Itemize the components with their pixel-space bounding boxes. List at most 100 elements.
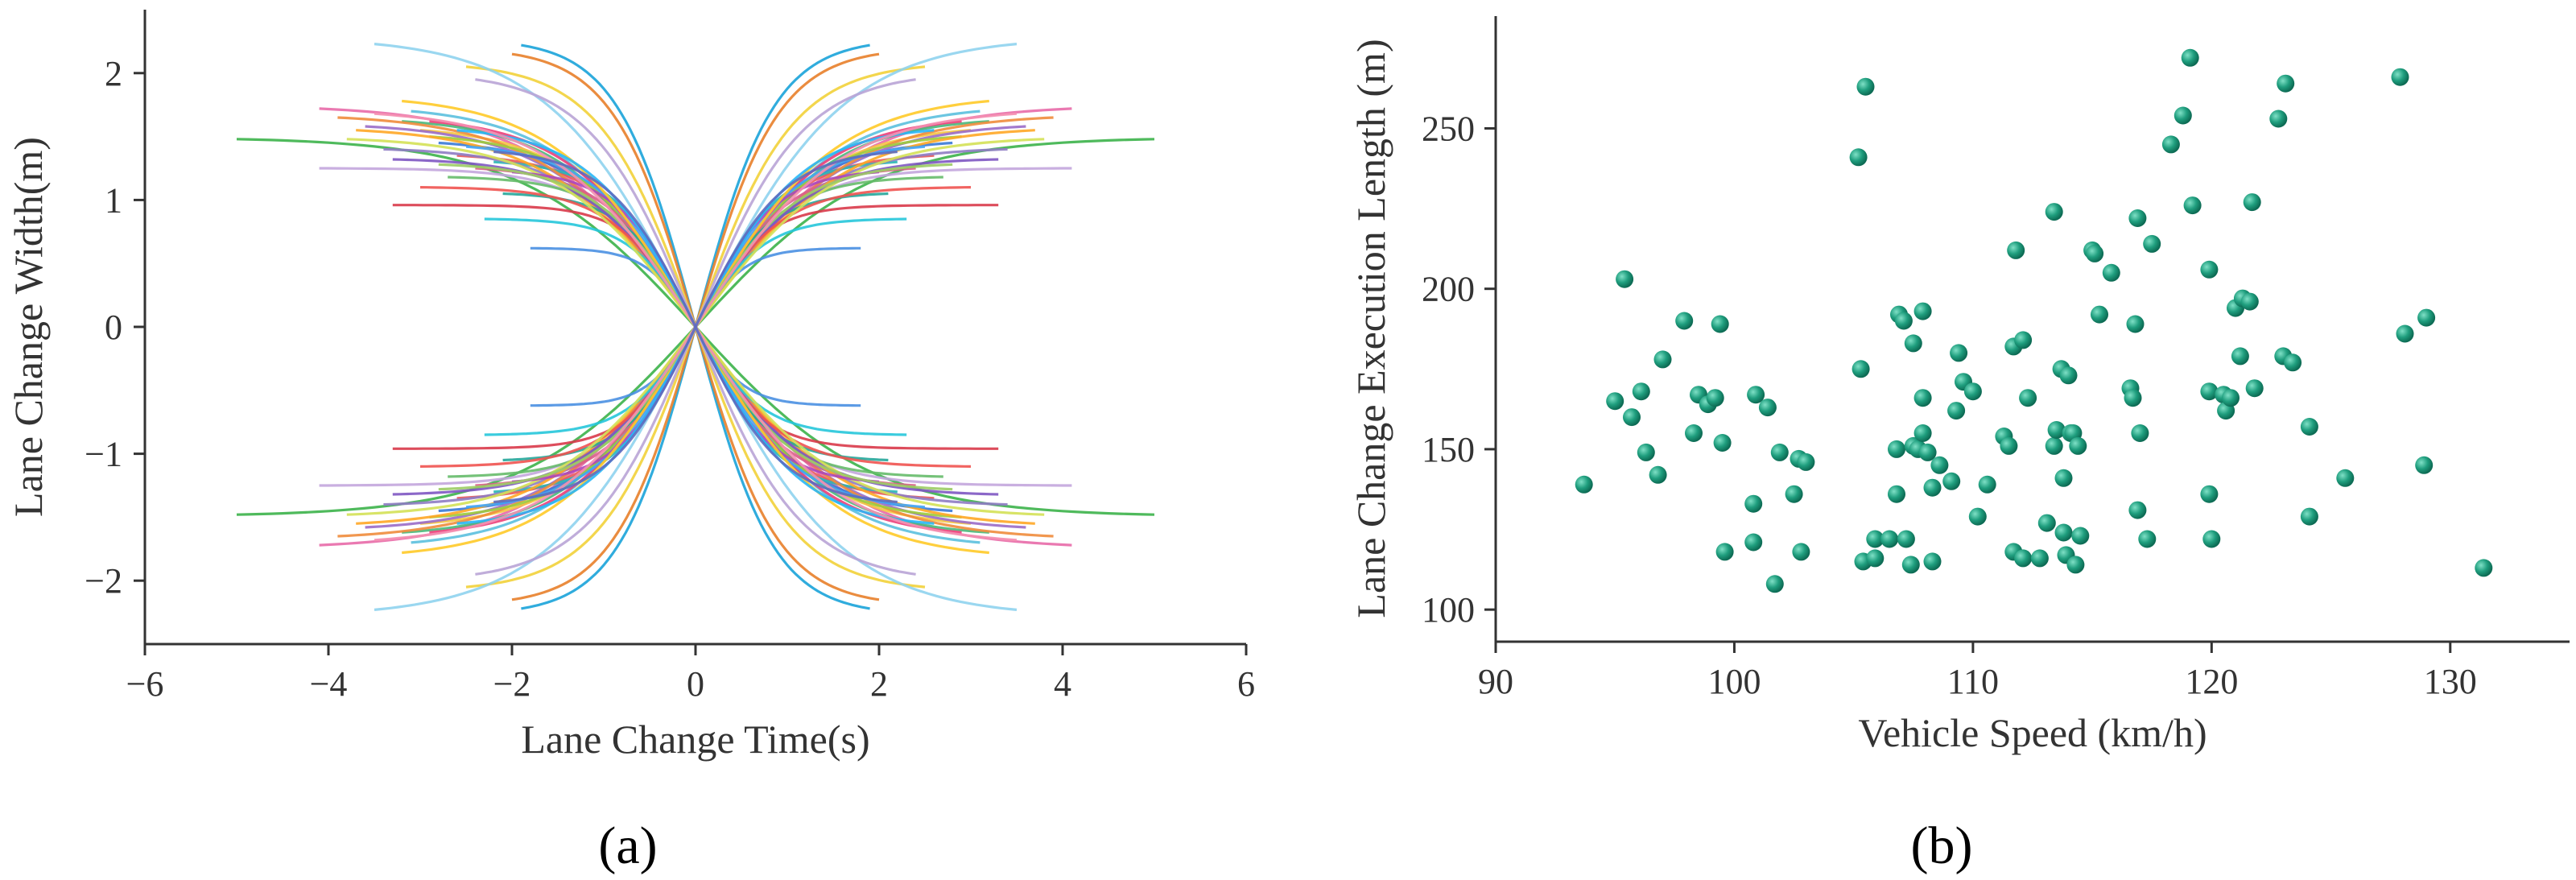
a-x-tick-label: −6 [126, 664, 164, 704]
scatter-point [1866, 549, 1885, 568]
scatter-point [2475, 559, 2493, 577]
scatter-point [2128, 209, 2147, 227]
scatter-point [2086, 244, 2104, 262]
scatter-point [1744, 494, 1763, 513]
scatter-point [2054, 469, 2073, 487]
b-x-ticks: 90 100 110 120 130 [1478, 642, 2477, 701]
scatter-point [2143, 234, 2161, 253]
scatter-point [2200, 260, 2219, 279]
scatter-point [1711, 315, 1729, 333]
trajectory-line [694, 138, 1045, 328]
scatter-point [2277, 74, 2295, 93]
scatter-point [2045, 436, 2063, 455]
trajectory-line [521, 43, 697, 328]
scatter-point [2071, 527, 2090, 545]
trajectory-line [694, 112, 1018, 328]
scatter-point [2124, 389, 2142, 407]
scatter-point [2200, 382, 2219, 401]
trajectory-line [374, 326, 697, 542]
scatter-point [2284, 353, 2302, 372]
b-y-tick-label: 100 [1422, 590, 1475, 630]
trajectory-line [694, 326, 926, 589]
trajectory-line [465, 145, 697, 328]
scatter-point [2019, 389, 2037, 407]
scatter-point [1758, 399, 1777, 417]
trajectory-line [465, 326, 697, 589]
trajectory-line [694, 78, 916, 328]
scatter-point [1623, 408, 1641, 427]
scatter-point [2128, 501, 2147, 519]
scatter-point [2069, 436, 2087, 455]
scatter-point [2131, 424, 2149, 442]
scatter-point [1685, 424, 1703, 442]
trajectory-line [694, 43, 870, 328]
scatter-point [1747, 386, 1765, 404]
trajectory-line [374, 112, 697, 328]
scatter-point [2014, 549, 2033, 568]
scatter-point [1770, 443, 1789, 461]
trajectory-line [511, 326, 697, 601]
scatter-point [2014, 331, 2033, 349]
scatter-point [1923, 478, 1942, 497]
scatter-point [2300, 507, 2318, 526]
a-y-tick-label: 2 [105, 54, 122, 93]
scatter-point [2336, 469, 2355, 487]
trajectory-line [374, 43, 697, 328]
scatter-point [2047, 421, 2066, 439]
scatter-point [2037, 514, 2056, 532]
scatter-point [1947, 402, 1966, 420]
b-x-tick-label: 120 [2185, 662, 2238, 701]
panel-a-line-chart: −6 −4 −2 0 2 4 6 −2 −1 0 1 2 Lane Change Time(s) L… [6, 10, 1255, 875]
scatter-point [1616, 270, 1634, 288]
scatter-points [1575, 48, 2493, 593]
scatter-point [2202, 530, 2221, 548]
scatter-point [2138, 530, 2157, 548]
trajectory-line [694, 326, 1018, 611]
scatter-point [2045, 203, 2063, 221]
scatter-point [2222, 389, 2240, 407]
b-y-tick-label: 150 [1422, 430, 1475, 469]
scatter-point [1632, 382, 1650, 401]
scatter-point [1637, 443, 1655, 461]
scatter-point [1880, 530, 1899, 548]
scatter-point [1792, 543, 1810, 561]
a-y-ticks: −2 −1 0 1 2 [85, 54, 145, 601]
scatter-point [1918, 443, 1937, 461]
scatter-point [1765, 575, 1784, 593]
trajectory-line [694, 326, 1018, 542]
scatter-point [1913, 302, 1932, 320]
scatter-point [1968, 507, 1987, 526]
scatter-point [2231, 347, 2249, 366]
trajectory-line [694, 43, 1018, 328]
b-x-tick-label: 90 [1478, 662, 1513, 701]
a-x-tick-label: 2 [870, 664, 888, 704]
scatter-point [2269, 109, 2288, 128]
scatter-point [2417, 308, 2436, 327]
scatter-point [2245, 379, 2264, 398]
a-x-tick-label: −2 [493, 664, 531, 704]
panel-b-label: (b) [1911, 816, 1973, 875]
a-y-tick-label: 1 [105, 180, 122, 220]
trajectory-line [694, 326, 926, 509]
a-x-ticks: −6 −4 −2 0 2 4 6 [126, 644, 1255, 704]
trajectory-line [694, 150, 898, 328]
scatter-point [2091, 305, 2108, 324]
scatter-point [1744, 533, 1763, 552]
scatter-point [2161, 135, 2180, 154]
scatter-point [2007, 241, 2025, 259]
trajectory-line [694, 65, 926, 328]
b-x-tick-label: 110 [1947, 662, 1999, 701]
scatter-point [2200, 485, 2219, 503]
scatter-point [1923, 552, 1942, 571]
scatter-point [2054, 523, 2073, 542]
b-y-axis-label: Lane Change Execution Length (m) [1348, 39, 1393, 618]
a-x-tick-label: 0 [687, 664, 704, 704]
scatter-point [2183, 196, 2202, 215]
trajectory-line [694, 326, 870, 610]
scatter-point [1901, 556, 1920, 574]
trajectory-line [694, 52, 880, 328]
trajectory-line [374, 326, 697, 611]
scatter-point [2174, 106, 2192, 125]
trajectory-line [694, 326, 1045, 516]
lane-change-trajectories [236, 43, 1155, 611]
